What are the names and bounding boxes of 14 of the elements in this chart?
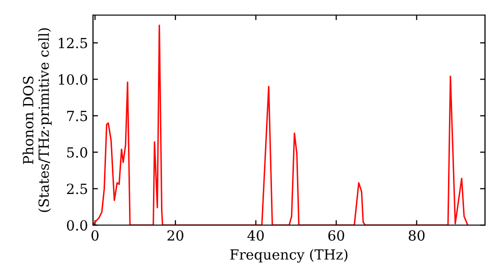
- y-tick-label: 5.0: [67, 147, 88, 158]
- y-axis-title: Phonon DOS (States/THz·primitive cell): [22, 28, 52, 212]
- x-tick-label: 0: [92, 230, 99, 241]
- y-tick-label: 0.0: [66, 220, 88, 231]
- x-tick-label: 40: [247, 230, 264, 241]
- y-tick-label: 12.5: [58, 38, 88, 48]
- y-tick-label: 2.5: [66, 184, 88, 194]
- x-tick-label: 60: [328, 230, 344, 241]
- x-axis-title: Frequency (THz): [230, 248, 348, 263]
- x-tick-label: 80: [408, 230, 425, 241]
- y-tick-label: 10.0: [58, 74, 88, 85]
- y-tick-label: 7.5: [67, 110, 88, 122]
- line-series: [93, 24, 468, 226]
- x-tick-label: 20: [168, 230, 184, 241]
